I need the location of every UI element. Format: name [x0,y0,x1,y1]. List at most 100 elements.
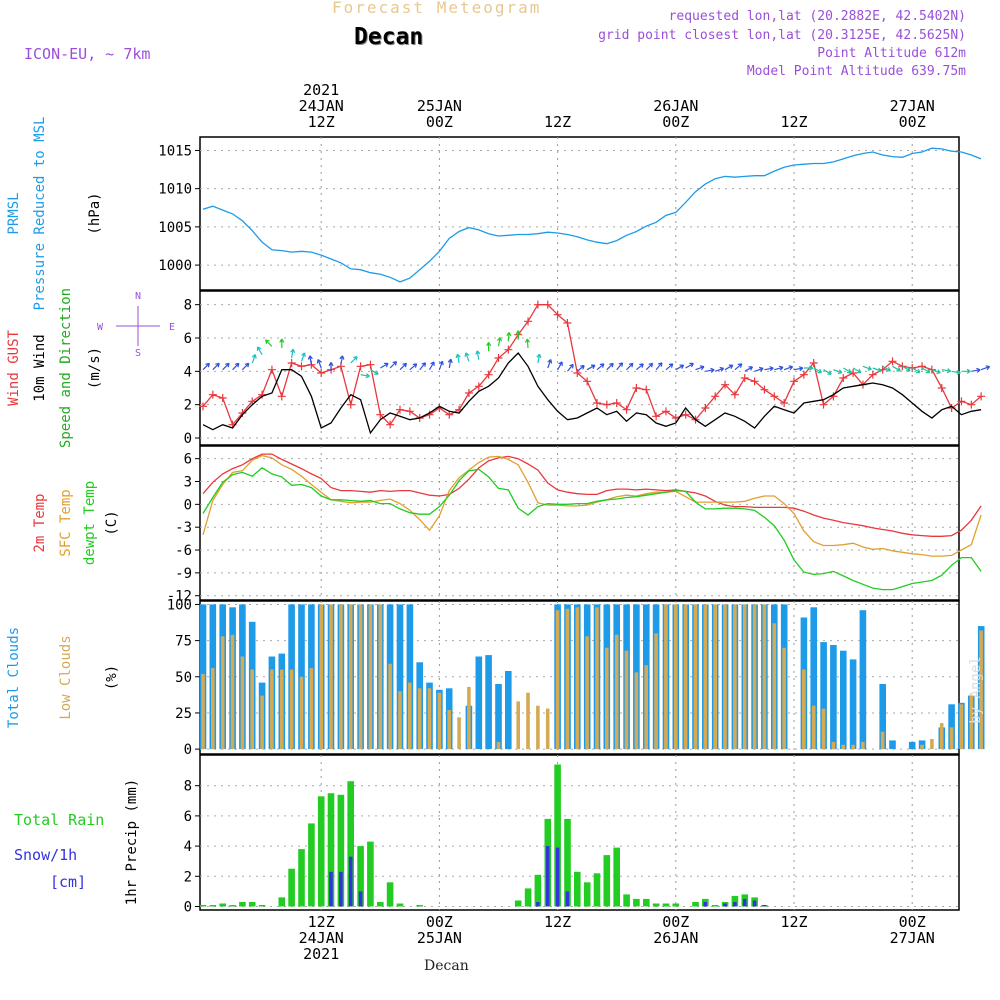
wind-direction-arrow [486,341,492,352]
series-line [202,454,982,557]
gust-marker [819,400,828,409]
series-line [202,453,982,537]
gust-marker [346,400,355,409]
bar [396,604,404,750]
compass-w: W [97,322,104,333]
bar [674,604,678,750]
bar [495,684,502,750]
wind-direction-arrow [515,330,521,340]
panel-label: Pressure Reduced to MSL [32,117,48,311]
wind-direction-arrow [307,355,313,365]
wind-direction-arrow [852,367,862,374]
bar [564,818,571,907]
bar [258,905,266,907]
wind-direction-arrow [389,361,398,369]
panel-frame [199,754,960,911]
bar [782,647,786,750]
bar [201,673,205,750]
y-tick-label: 1005 [158,220,192,236]
wind-direction-arrow [823,369,832,375]
top-time-label: 12Z [544,113,571,131]
bar [692,902,699,907]
bar [398,691,402,750]
wind-direction-arrow [705,367,715,373]
gust-marker [573,369,582,377]
bar [830,645,837,750]
bar [979,630,983,750]
gust-marker [356,362,365,371]
gust-marker [799,370,808,379]
bottom-time-label: 12Z [308,913,335,931]
y-tick-label: -12 [167,589,192,605]
wind-direction-arrow [675,364,685,371]
top-time-label: 12Z [308,113,335,131]
wind-direction-arrow [536,353,542,364]
bar [230,634,235,750]
bar [211,668,215,750]
gust-marker [218,394,227,402]
gust-marker [386,420,395,429]
bar [209,905,217,907]
bar [880,731,885,750]
bar [672,903,680,907]
wind-direction-arrow [586,364,596,371]
wind-direction-arrow [256,346,263,355]
bar [278,897,286,907]
gust-marker [553,310,562,319]
y-tick-label: -9 [175,566,192,582]
bar [545,708,550,750]
wind-direction-arrow [783,365,794,371]
gust-marker [563,319,572,327]
bottom-time-label: 25JAN [417,929,462,947]
wind-direction-arrow [941,368,951,374]
bar [219,903,226,907]
gust-marker [750,377,759,386]
bar [723,903,727,907]
gust-marker [888,357,897,366]
bar [889,740,896,750]
wind-direction-arrow [496,337,503,347]
gust-marker [297,362,306,371]
location-title: Decan [354,24,424,50]
bar [240,656,245,750]
bar [859,610,867,750]
bar [337,794,345,907]
bar [288,868,295,907]
gust-marker [208,390,217,399]
wind-direction-arrow [202,362,210,371]
gust-marker [396,405,404,414]
bar [731,895,739,907]
bar [633,898,640,907]
wind-direction-arrow [567,363,574,372]
bar [475,656,483,750]
panel-frame [199,445,960,601]
bar [526,692,530,750]
header-title: Forecast Meteogram [332,0,542,17]
y-tick-label: 4 [184,364,192,380]
bar [408,682,412,750]
precip-ylabel: 1hr Precip (mm) [124,779,140,905]
bar [388,663,392,750]
wind-direction-arrow [350,356,358,364]
gust-marker [957,397,966,406]
bottom-time-label: 12Z [780,913,807,931]
wind-direction-arrow [754,366,764,372]
wind-direction-arrow [961,368,971,374]
bar [652,903,660,907]
bar [575,607,580,750]
compass-n: N [135,291,141,302]
bar [820,642,827,750]
gust-marker [967,400,976,409]
bar [840,650,847,750]
compass-s: S [135,348,141,359]
bar [319,604,323,750]
gust-marker [740,374,749,382]
wind-direction-arrow [290,348,296,359]
bar [229,905,236,907]
gust-marker [612,399,621,407]
wind-direction-arrow [419,362,427,371]
bar [396,903,404,907]
bar [762,604,767,750]
bar [949,727,954,750]
gust-marker [277,392,286,401]
